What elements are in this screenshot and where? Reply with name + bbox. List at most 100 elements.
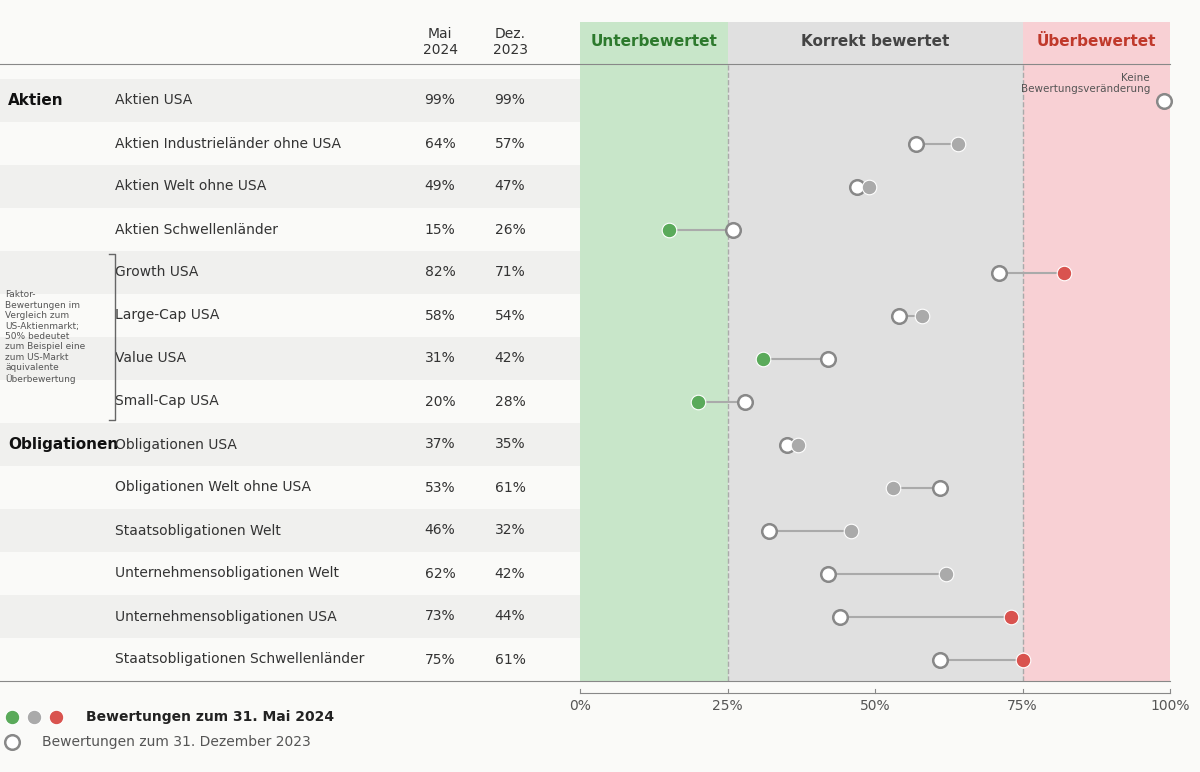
Point [1013, 653, 1032, 665]
Text: 28%: 28% [494, 394, 526, 408]
Text: 64%: 64% [425, 137, 455, 151]
Text: 75%: 75% [1007, 699, 1038, 713]
Point [907, 137, 926, 150]
Text: Keine
Bewertungsveränderung: Keine Bewertungsveränderung [1021, 73, 1150, 94]
Bar [0, 251, 580, 294]
Text: Faktor-
Bewertungen im
Vergleich zum
US-Aktienmarkt;
50% bedeutet
zum Beispiel e: Faktor- Bewertungen im Vergleich zum US-… [5, 290, 85, 384]
Text: 100%: 100% [1151, 699, 1189, 713]
Point [1154, 94, 1174, 107]
Bar [0, 208, 580, 251]
Text: 99%: 99% [494, 93, 526, 107]
Text: 25%: 25% [712, 699, 743, 713]
Text: Obligationen USA: Obligationen USA [115, 438, 236, 452]
Text: Obligationen: Obligationen [8, 437, 119, 452]
Text: Unterbewertet: Unterbewertet [590, 35, 718, 49]
Text: 44%: 44% [494, 610, 526, 624]
Text: 73%: 73% [425, 610, 455, 624]
Text: Large-Cap USA: Large-Cap USA [115, 309, 220, 323]
Text: 53%: 53% [425, 480, 455, 495]
Point [989, 266, 1008, 279]
Bar [0, 423, 580, 466]
Text: 61%: 61% [494, 652, 526, 666]
Text: Aktien USA: Aktien USA [115, 93, 192, 107]
Bar [0, 337, 580, 380]
Text: 20%: 20% [425, 394, 455, 408]
Text: 82%: 82% [425, 266, 455, 279]
Point [724, 223, 743, 235]
Text: Aktien Industrieländer ohne USA: Aktien Industrieländer ohne USA [115, 137, 341, 151]
Text: 0%: 0% [569, 699, 590, 713]
Text: Aktien Welt ohne USA: Aktien Welt ohne USA [115, 180, 266, 194]
Point [913, 310, 932, 322]
Point [830, 611, 850, 623]
Text: 47%: 47% [494, 180, 526, 194]
Bar [0, 595, 580, 638]
Bar [727, 22, 1022, 681]
Point [659, 223, 678, 235]
Point [818, 567, 838, 580]
Point [776, 438, 796, 451]
Text: Dez.
2023: Dez. 2023 [492, 27, 528, 57]
Text: Bewertungen zum 31. Dezember 2023: Bewertungen zum 31. Dezember 2023 [42, 735, 311, 749]
Text: 15%: 15% [425, 222, 455, 236]
Point [847, 181, 866, 193]
Text: 46%: 46% [425, 523, 455, 537]
Point [859, 181, 878, 193]
Point [818, 352, 838, 364]
Point [736, 395, 755, 408]
Point [2, 711, 22, 723]
Bar [0, 552, 580, 595]
Point [689, 395, 708, 408]
Bar [0, 509, 580, 552]
Text: Mai
2024: Mai 2024 [422, 27, 457, 57]
Bar [0, 380, 580, 423]
Bar [0, 466, 580, 509]
Point [948, 137, 967, 150]
Bar [0, 79, 580, 122]
Point [930, 653, 949, 665]
Text: 42%: 42% [494, 567, 526, 581]
Text: Aktien: Aktien [8, 93, 64, 108]
Text: Staatsobligationen Welt: Staatsobligationen Welt [115, 523, 281, 537]
Point [754, 352, 773, 364]
Point [1055, 266, 1074, 279]
Text: 75%: 75% [425, 652, 455, 666]
Point [889, 310, 908, 322]
Bar [580, 22, 727, 681]
Text: Unternehmensobligationen Welt: Unternehmensobligationen Welt [115, 567, 340, 581]
Point [760, 524, 779, 537]
Point [883, 481, 902, 493]
Point [788, 438, 808, 451]
Text: 49%: 49% [425, 180, 455, 194]
Bar [0, 294, 580, 337]
Point [1001, 611, 1020, 623]
Text: 71%: 71% [494, 266, 526, 279]
Bar [1022, 22, 1170, 681]
Text: Small-Cap USA: Small-Cap USA [115, 394, 218, 408]
Bar [0, 122, 580, 165]
Bar [0, 165, 580, 208]
Point [2, 736, 22, 748]
Text: Überbewertet: Überbewertet [1037, 35, 1156, 49]
Point [47, 711, 66, 723]
Text: 62%: 62% [425, 567, 455, 581]
Point [24, 711, 43, 723]
Text: 42%: 42% [494, 351, 526, 365]
Point [930, 481, 949, 493]
Text: Bewertungen zum 31. Mai 2024: Bewertungen zum 31. Mai 2024 [86, 710, 334, 724]
Text: 58%: 58% [425, 309, 455, 323]
Text: Aktien Schwellenländer: Aktien Schwellenländer [115, 222, 278, 236]
Text: Obligationen Welt ohne USA: Obligationen Welt ohne USA [115, 480, 311, 495]
Text: 26%: 26% [494, 222, 526, 236]
Text: 54%: 54% [494, 309, 526, 323]
Text: 57%: 57% [494, 137, 526, 151]
Text: Growth USA: Growth USA [115, 266, 198, 279]
Point [842, 524, 862, 537]
Text: 32%: 32% [494, 523, 526, 537]
Text: 99%: 99% [425, 93, 456, 107]
Text: 35%: 35% [494, 438, 526, 452]
Text: 50%: 50% [859, 699, 890, 713]
Text: 37%: 37% [425, 438, 455, 452]
Bar [0, 638, 580, 681]
Text: Unternehmensobligationen USA: Unternehmensobligationen USA [115, 610, 337, 624]
